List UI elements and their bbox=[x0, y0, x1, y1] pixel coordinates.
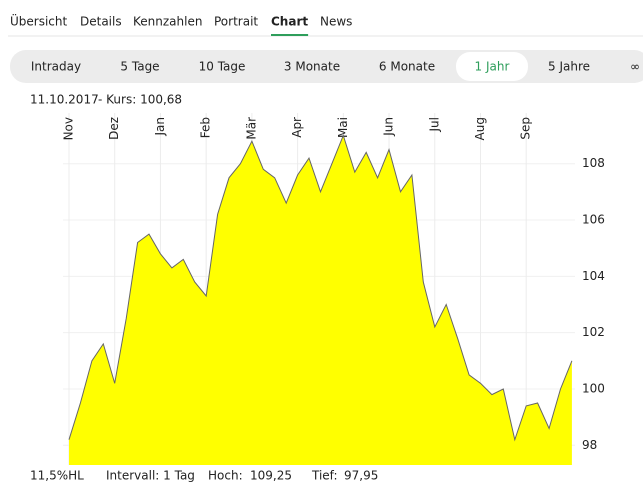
y-tick-label: 102 bbox=[582, 325, 605, 339]
y-tick-label: 98 bbox=[582, 438, 597, 452]
footer-low: 97,95 bbox=[344, 469, 378, 483]
x-tick-label: Apr bbox=[290, 117, 304, 138]
nav-tab[interactable]: News bbox=[320, 15, 352, 29]
nav-tab[interactable]: Details bbox=[80, 15, 122, 29]
x-tick-label: Jul bbox=[427, 117, 441, 132]
x-tick-label: Feb bbox=[199, 117, 213, 138]
range-button[interactable]: 1 Jahr bbox=[475, 60, 510, 74]
price-area bbox=[69, 135, 572, 465]
y-tick-label: 106 bbox=[582, 213, 605, 227]
footer-hl: 11,5%HL bbox=[30, 469, 84, 483]
y-tick-label: 104 bbox=[582, 269, 605, 283]
nav-tab[interactable]: Chart bbox=[271, 15, 308, 29]
range-button[interactable]: 5 Tage bbox=[120, 60, 159, 74]
price-line bbox=[68, 134, 573, 442]
y-tick-label: 100 bbox=[582, 381, 605, 395]
range-button[interactable]: Intraday bbox=[31, 60, 81, 74]
footer-high: 109,25 bbox=[250, 469, 292, 483]
nav-tab[interactable]: Portrait bbox=[214, 15, 258, 29]
footer-high-label: Hoch: bbox=[208, 469, 243, 483]
x-tick-label: Jun bbox=[382, 117, 396, 137]
x-tick-label: Nov bbox=[62, 117, 76, 140]
quote-date: 11.10.2017 bbox=[30, 93, 99, 107]
footer-interval: Intervall: 1 Tag bbox=[106, 469, 195, 483]
x-tick-label: Mär bbox=[244, 117, 258, 140]
x-tick-label: Mai bbox=[336, 117, 350, 138]
x-tick-label: Sep bbox=[519, 117, 533, 140]
range-active bbox=[456, 52, 528, 81]
y-tick-label: 108 bbox=[582, 156, 605, 170]
nav-tab[interactable]: Kennzahlen bbox=[133, 15, 202, 29]
footer-low-label: Tief: bbox=[311, 469, 338, 483]
range-button[interactable]: 10 Tage bbox=[199, 60, 246, 74]
range-button[interactable]: 6 Monate bbox=[379, 60, 435, 74]
nav-tab[interactable]: Übersicht bbox=[10, 13, 68, 29]
range-button[interactable]: 3 Monate bbox=[284, 60, 340, 74]
range-button[interactable]: 5 Jahre bbox=[548, 60, 590, 74]
quote-price: - Kurs: 100,68 bbox=[98, 93, 182, 107]
x-tick-label: Jan bbox=[153, 117, 167, 137]
range-button[interactable]: ∞ bbox=[630, 60, 640, 74]
x-tick-label: Aug bbox=[473, 117, 487, 140]
x-tick-label: Dez bbox=[107, 117, 121, 140]
